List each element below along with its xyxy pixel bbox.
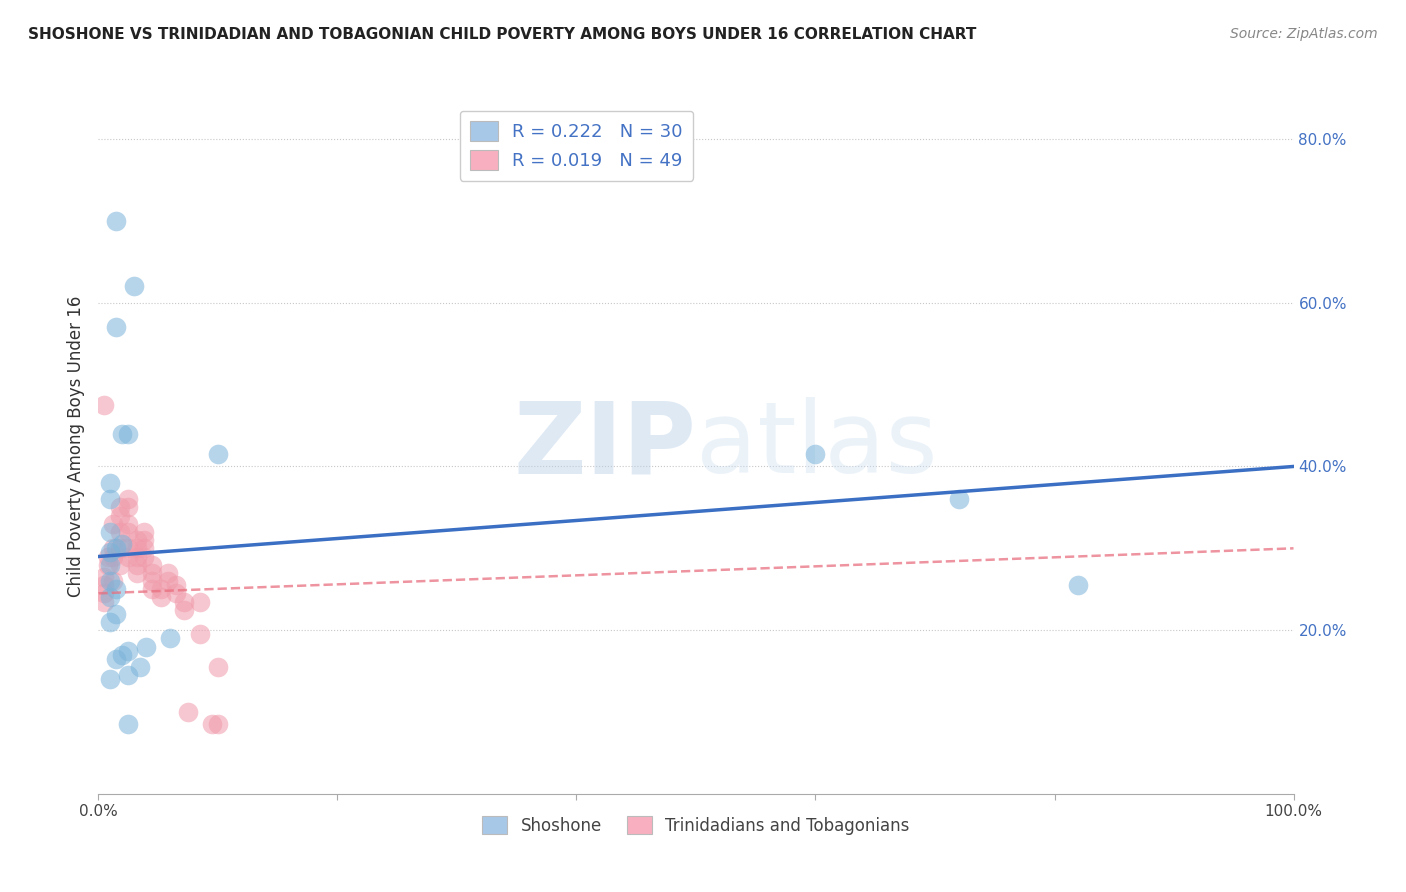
Point	[141, 582, 163, 597]
Text: Source: ZipAtlas.com: Source: ZipAtlas.com	[1230, 27, 1378, 41]
Point	[111, 648, 134, 662]
Point	[156, 574, 179, 588]
Point	[124, 279, 146, 293]
Point	[98, 615, 122, 629]
Point	[101, 549, 124, 564]
Point	[159, 632, 181, 646]
Point	[804, 447, 827, 461]
Y-axis label: Child Poverty Among Boys Under 16: Child Poverty Among Boys Under 16	[66, 295, 84, 597]
Point	[125, 549, 148, 564]
Point	[173, 603, 195, 617]
Point	[108, 558, 131, 572]
Point	[125, 558, 148, 572]
Point	[207, 717, 229, 731]
Point	[165, 578, 187, 592]
Point	[117, 717, 139, 731]
Point	[125, 541, 148, 556]
Text: SHOSHONE VS TRINIDADIAN AND TOBAGONIAN CHILD POVERTY AMONG BOYS UNDER 16 CORRELA: SHOSHONE VS TRINIDADIAN AND TOBAGONIAN C…	[28, 27, 977, 42]
Point	[93, 594, 115, 608]
Point	[117, 500, 139, 515]
Point	[98, 673, 122, 687]
Point	[105, 541, 128, 556]
Point	[125, 566, 148, 580]
Point	[149, 591, 172, 605]
Point	[98, 558, 122, 572]
Point	[132, 533, 155, 548]
Point	[117, 524, 139, 539]
Point	[177, 705, 200, 719]
Point	[98, 524, 122, 539]
Point	[108, 508, 131, 523]
Point	[105, 320, 128, 334]
Point	[132, 524, 155, 539]
Point	[93, 570, 115, 584]
Point	[117, 492, 139, 507]
Point	[117, 541, 139, 556]
Point	[108, 500, 131, 515]
Point	[117, 516, 139, 531]
Point	[105, 652, 128, 666]
Point	[101, 516, 124, 531]
Point	[97, 558, 120, 572]
Point	[98, 475, 122, 490]
Point	[948, 492, 970, 507]
Legend: Shoshone, Trinidadians and Tobagonians: Shoshone, Trinidadians and Tobagonians	[475, 809, 917, 841]
Point	[207, 660, 229, 674]
Point	[141, 574, 163, 588]
Point	[98, 591, 122, 605]
Point	[108, 541, 131, 556]
Point	[165, 586, 187, 600]
Point	[201, 717, 224, 731]
Point	[105, 582, 128, 597]
Point	[188, 594, 211, 608]
Point	[98, 492, 122, 507]
Point	[156, 566, 179, 580]
Point	[117, 426, 139, 441]
Point	[98, 545, 122, 559]
Point	[117, 643, 139, 657]
Point	[105, 214, 128, 228]
Point	[93, 398, 115, 412]
Point	[207, 447, 229, 461]
Point	[1067, 578, 1090, 592]
Point	[132, 541, 155, 556]
Point	[108, 524, 131, 539]
Point	[101, 541, 124, 556]
Point	[149, 582, 172, 597]
Point	[125, 533, 148, 548]
Point	[135, 640, 157, 654]
Point	[93, 578, 115, 592]
Point	[111, 537, 134, 551]
Point	[101, 574, 124, 588]
Point	[141, 566, 163, 580]
Point	[111, 426, 134, 441]
Point	[98, 574, 122, 588]
Point	[117, 668, 139, 682]
Point	[129, 660, 152, 674]
Point	[132, 549, 155, 564]
Point	[105, 607, 128, 621]
Point	[93, 586, 115, 600]
Point	[141, 558, 163, 572]
Point	[97, 549, 120, 564]
Text: atlas: atlas	[696, 398, 938, 494]
Text: ZIP: ZIP	[513, 398, 696, 494]
Point	[188, 627, 211, 641]
Point	[173, 594, 195, 608]
Point	[117, 549, 139, 564]
